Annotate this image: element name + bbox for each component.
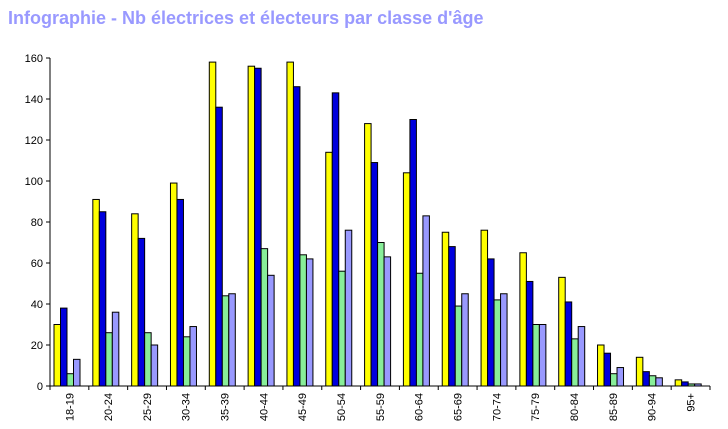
y-tick-label: 60 (31, 258, 43, 270)
x-tick-label: 45-49 (297, 393, 309, 421)
bar-20-24-s3 (105, 332, 113, 387)
bar-45-49-s3 (299, 254, 307, 387)
bar-18-19-s3 (66, 373, 74, 387)
bar-45-49-s4 (305, 258, 314, 387)
bar-40-44-s4 (267, 274, 275, 387)
bar-20-24-s4 (111, 311, 120, 387)
x-tick-label: 50-54 (336, 393, 348, 421)
bar-70-74-s2 (487, 258, 495, 387)
bar-75-79-s4 (538, 324, 547, 387)
bar-80-84-s4 (577, 326, 586, 387)
x-tick-label: 20-24 (103, 393, 115, 421)
bar-60-64-s3 (415, 272, 424, 387)
bar-65-69-s1 (441, 231, 450, 387)
y-tick-label: 80 (31, 217, 43, 229)
bar-20-24-s1 (92, 198, 100, 387)
bar-18-19-s4 (73, 358, 81, 387)
x-tick-label: 65-69 (452, 393, 464, 421)
x-tick-label: 90-94 (647, 393, 659, 421)
y-tick-label: 40 (31, 299, 43, 311)
y-axis: 0 20 40 60 80 100 120 140 160 (25, 53, 51, 393)
x-tick-label: 18-19 (64, 393, 76, 421)
bar-60-64-s4 (422, 215, 430, 387)
bar-50-54-s3 (338, 270, 346, 387)
y-tick-label: 20 (31, 340, 43, 352)
bar-25-29-s3 (144, 332, 152, 387)
x-tick-label: 60-64 (414, 393, 426, 421)
y-tick-label: 0 (37, 381, 43, 393)
bar-20-24-s2 (98, 211, 107, 387)
bar-40-44-s3 (260, 248, 269, 387)
y-tick-label: 140 (25, 94, 43, 106)
bar-85-89-s4 (616, 367, 625, 387)
bar-30-34-s1 (169, 182, 178, 387)
bar-45-49-s1 (286, 61, 294, 387)
bar-85-89-s3 (610, 373, 618, 387)
bar-85-89-s2 (603, 352, 612, 387)
bar-35-39-s2 (215, 106, 223, 387)
bar-35-39-s1 (208, 61, 217, 387)
bar-75-79-s2 (525, 280, 534, 387)
x-tick-label: 25-29 (142, 393, 154, 421)
bar-40-44-s1 (247, 65, 256, 387)
bar-60-64-s1 (402, 172, 411, 387)
bar-65-69-s4 (461, 293, 469, 387)
bar-18-19-s1 (53, 324, 61, 387)
bar-55-59-s1 (364, 123, 372, 387)
bar-35-39-s3 (221, 295, 230, 387)
bar-50-54-s1 (325, 151, 333, 387)
bar-70-74-s1 (480, 229, 489, 387)
x-tick-label: 35-39 (220, 393, 232, 421)
bar-80-84-s2 (564, 301, 573, 387)
bar-30-34-s3 (182, 336, 191, 387)
bar-30-34-s2 (176, 198, 184, 387)
x-tick-label: 80-84 (569, 393, 581, 421)
x-tick-label: 85-89 (608, 393, 620, 421)
chart-title: Infographie - Nb électrices et électeurs… (8, 8, 484, 28)
bar-18-19-s2 (60, 307, 68, 387)
bar-80-84-s1 (558, 276, 566, 387)
y-tick-label: 100 (25, 176, 43, 188)
bar-25-29-s4 (150, 344, 159, 387)
x-tick-label: 95+ (685, 393, 697, 412)
bar-90-94-s4 (655, 377, 663, 387)
x-axis: 18-19 20-24 25-29 30-34 35-39 40-44 45-49 50-54… (49, 385, 711, 421)
y-tick-label: 120 (25, 135, 43, 147)
x-tick-label: 30-34 (181, 393, 193, 421)
bar-95+-s1 (674, 379, 683, 387)
bar-35-39-s4 (228, 293, 236, 387)
bar-30-34-s4 (189, 326, 197, 387)
bar-25-29-s1 (131, 213, 139, 387)
x-tick-label: 75-79 (530, 393, 542, 421)
x-tick-label: 55-59 (375, 393, 387, 421)
bar-90-94-s1 (635, 356, 644, 387)
bar-55-59-s4 (383, 256, 392, 387)
bar-65-69-s3 (454, 305, 463, 387)
bar-90-94-s2 (642, 371, 650, 387)
bar-45-49-s2 (292, 86, 301, 387)
bar-85-89-s1 (597, 344, 605, 387)
x-tick-label: 70-74 (491, 393, 503, 421)
bar-70-74-s4 (500, 293, 508, 387)
bar-80-84-s3 (571, 338, 579, 387)
bars (53, 61, 702, 387)
bar-40-44-s2 (254, 67, 262, 387)
bar-60-64-s2 (409, 119, 417, 387)
bar-65-69-s2 (448, 246, 456, 387)
bar-25-29-s2 (137, 237, 146, 387)
bar-50-54-s2 (331, 92, 340, 387)
bar-70-74-s3 (493, 299, 502, 387)
bar-55-59-s2 (370, 162, 379, 387)
bar-55-59-s3 (377, 242, 385, 387)
bar-90-94-s3 (648, 375, 657, 387)
y-tick-label: 160 (25, 53, 43, 65)
x-tick-label: 40-44 (258, 393, 270, 421)
bar-50-54-s4 (344, 229, 353, 387)
bar-75-79-s3 (532, 324, 540, 387)
bar-75-79-s1 (519, 252, 527, 387)
bar-95+-s2 (681, 381, 689, 387)
